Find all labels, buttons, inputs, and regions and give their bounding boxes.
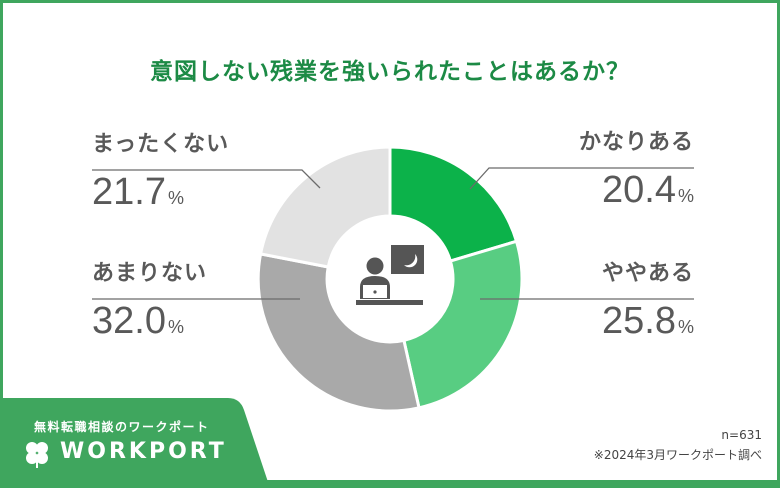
label-name: ややある (601, 261, 694, 286)
label-amari-nai: あまりない 32.0% (92, 259, 207, 349)
label-value: 21.7% (92, 171, 184, 213)
brand-logo: WORKPORT (60, 439, 227, 464)
brand-tab (0, 398, 270, 488)
label-kanari-aru: かなりある 20.4% (579, 128, 694, 218)
chart-title: 意図しない残業を強いられたことはあるか？ (150, 59, 630, 85)
source-note: ※2024年3月ワークポート調べ (593, 448, 762, 462)
label-yaya-aru: ややある 25.8% (602, 259, 694, 349)
brand-tagline: 無料転職相談のワークポート (34, 420, 210, 434)
sample-size: n=631 (721, 428, 762, 442)
label-name: まったくない (92, 132, 230, 157)
label-value: 20.4% (602, 169, 694, 211)
label-value: 32.0% (92, 300, 184, 342)
slice-amari-nai (256, 252, 421, 413)
label-value: 25.8% (602, 300, 694, 342)
slice-mattaku-nai (258, 145, 392, 269)
person-working-late-icon (356, 245, 424, 305)
slice-yaya-aru (402, 239, 524, 410)
slice-kanari-aru (388, 145, 519, 263)
leader-line-mattaku (92, 169, 321, 189)
label-mattaku-nai: まったくない 21.7% (92, 130, 229, 220)
clover-logo-icon (26, 442, 48, 468)
label-name: あまりない (92, 261, 208, 286)
label-name: かなりある (578, 130, 694, 155)
leader-line-kanari (469, 167, 694, 190)
